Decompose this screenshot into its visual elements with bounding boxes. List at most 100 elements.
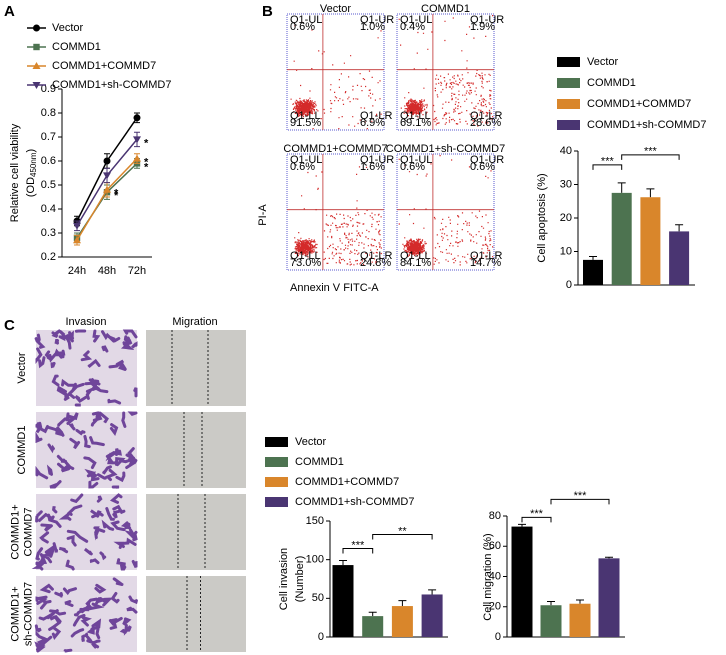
y-axis-label: Cell invasion	[278, 548, 290, 610]
significance-label: ***	[574, 490, 588, 502]
panel-label: B	[262, 3, 273, 20]
gate-lines	[397, 14, 494, 130]
legend-swatch	[265, 457, 288, 467]
y-tick-label: 40	[560, 145, 572, 157]
y-axis-label: (Number)	[294, 556, 306, 602]
y-axis-label: Cell migration (%)	[482, 533, 494, 620]
quadrant-label: Q1-UR	[470, 14, 504, 26]
wound-edges	[186, 576, 201, 652]
quadrant-label: 1.9%	[470, 21, 495, 33]
significance: *	[144, 137, 149, 149]
legend-marker	[33, 24, 40, 32]
bar	[332, 565, 354, 637]
y-tick-label: 0.7	[41, 131, 56, 143]
bar	[362, 616, 384, 637]
y-tick-label: 150	[306, 515, 324, 527]
error-bar	[617, 182, 626, 193]
significance: *	[114, 190, 119, 202]
invasion-cells	[35, 411, 138, 489]
invasion-cells	[34, 577, 138, 653]
error-bar	[368, 611, 377, 617]
migration-image	[146, 330, 246, 406]
quadrant-label: 28.6%	[470, 117, 501, 129]
quadrant-label: Q1-LL	[400, 250, 431, 262]
significance: *	[114, 188, 119, 200]
bar	[611, 192, 632, 285]
x-axis-label: Annexin V FITC-A	[290, 282, 379, 294]
quadrant-label: Q1-UR	[360, 154, 394, 166]
legend-label: COMMD1+COMMD7	[52, 60, 156, 72]
quadrant-label: 0.6%	[470, 161, 495, 173]
y-tick-label: 100	[306, 554, 324, 566]
plot-title: Vector	[320, 3, 352, 15]
legend-label: COMMD1	[295, 456, 344, 468]
invasion-cells	[34, 329, 138, 407]
row-label: Vector	[16, 352, 28, 384]
legend-label: COMMD1+sh-COMMD7	[587, 119, 706, 131]
y-tick-label: 0.2	[41, 251, 56, 263]
y-tick-label: 80	[489, 510, 501, 522]
panel-label: A	[4, 3, 15, 20]
panel-label: C	[4, 317, 15, 334]
significance: *	[144, 157, 149, 169]
error-bar	[646, 188, 655, 198]
significance-label: ***	[351, 539, 365, 551]
y-axis-label-sub: 450nm	[29, 152, 38, 177]
y-axis-label: (OD450nm)	[25, 149, 38, 197]
column-label: Invasion	[66, 316, 107, 328]
significance-bracket	[621, 154, 680, 160]
row-label: COMMD1+	[9, 586, 21, 641]
significance-bracket	[372, 533, 433, 540]
legend-label: COMMD1+sh-COMMD7	[295, 496, 414, 508]
error-bar	[589, 256, 597, 260]
quadrant-label: Q1-LR	[470, 110, 502, 122]
legend-marker	[32, 62, 41, 69]
quadrant-label: 0.4%	[400, 21, 425, 33]
legend-marker	[32, 82, 41, 89]
bar	[569, 603, 591, 637]
y-tick-label: 10	[560, 245, 572, 257]
x-tick-label: 48h	[98, 265, 116, 277]
error-bar	[339, 559, 347, 566]
y-tick-label: 0	[566, 279, 572, 291]
marker	[103, 157, 111, 165]
quadrant-label: 69.1%	[400, 117, 431, 129]
quadrant-label: Q1-UL	[290, 154, 322, 166]
y-tick-label: 0	[495, 631, 501, 643]
legend-swatch	[265, 497, 288, 507]
marker	[103, 185, 111, 193]
legend-swatch	[265, 437, 288, 447]
gate-lines	[287, 154, 384, 270]
migration-image	[146, 412, 246, 488]
y-axis-label-part: (OD	[25, 177, 37, 197]
quadrant-label: Q1-UL	[290, 14, 322, 26]
error-bar	[398, 600, 407, 607]
significance-bracket	[521, 516, 552, 523]
quadrant-label: Q1-LR	[360, 110, 392, 122]
error-bar	[576, 599, 584, 604]
significance-label: ***	[644, 146, 658, 158]
legend-label: Vector	[295, 436, 327, 448]
quadrant-label: Q1-LL	[290, 250, 321, 262]
plot-title: COMMD1+sh-COMMD7	[386, 143, 505, 155]
y-axis-label: PI-A	[257, 204, 269, 226]
quadrant-label: Q1-UR	[470, 154, 504, 166]
quadrant-label: 1.0%	[360, 21, 385, 33]
wound-edges	[177, 494, 206, 570]
marker	[133, 114, 141, 122]
y-tick-label: 40	[489, 570, 501, 582]
quadrant-label: 0.6%	[400, 161, 425, 173]
quadrant-label: 1.6%	[360, 161, 385, 173]
row-label: COMMD1	[16, 426, 28, 475]
bar	[669, 231, 690, 285]
legend-label: COMMD1	[52, 41, 101, 53]
flow-dots	[398, 15, 494, 127]
legend-swatch	[557, 99, 580, 109]
x-tick-label: 24h	[68, 265, 86, 277]
y-tick-label: 30	[560, 178, 572, 190]
marker	[73, 236, 81, 244]
bar	[540, 605, 562, 637]
gate-lines	[287, 14, 384, 130]
legend-label: COMMD1	[587, 77, 636, 89]
error-bar	[605, 556, 613, 559]
